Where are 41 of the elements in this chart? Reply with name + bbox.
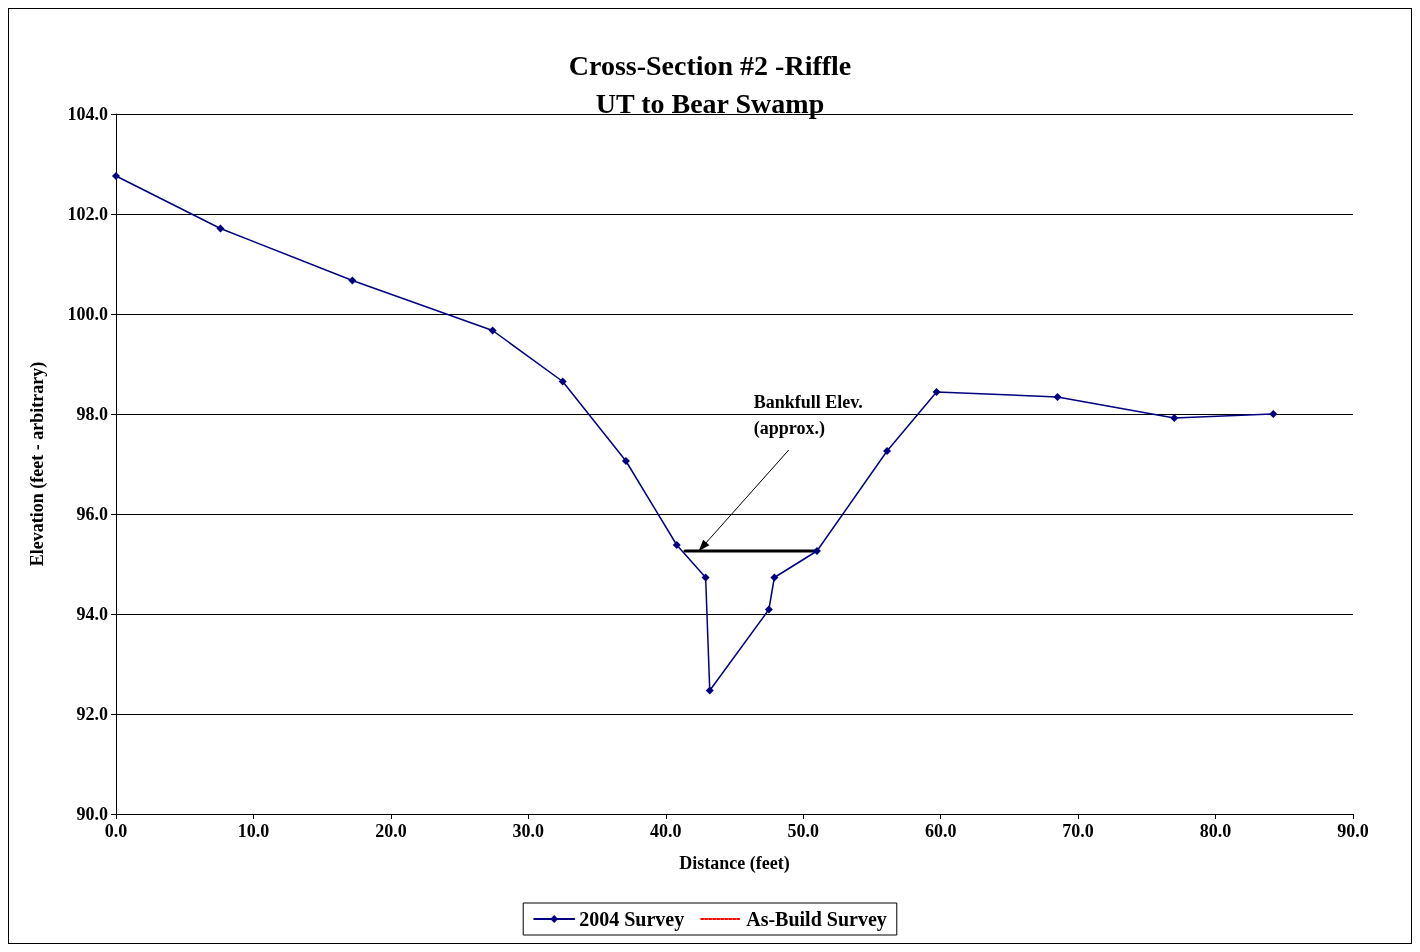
point (1269, 410, 1278, 418)
chart-title: Cross-Section #2 -Riffle UT to Bear Swamp (568, 49, 852, 119)
y-tick-label: 102.0 (67, 204, 108, 224)
x-tick-label: 90.0 (1337, 821, 1369, 841)
x-tick-label: 30.0 (512, 821, 545, 841)
y-tick-label: 94.0 (76, 604, 108, 624)
point (812, 547, 821, 555)
x-tick-label: 80.0 (1199, 821, 1232, 841)
point (770, 573, 779, 582)
x-tick-label: 0.0 (104, 821, 128, 841)
point (932, 388, 941, 396)
point (488, 326, 497, 335)
point (883, 447, 892, 455)
y-tick-label: 90.0 (76, 804, 108, 824)
legend-label: 2004 Survey (579, 908, 685, 931)
annotation: Bankfull Elev. (approx.) (753, 392, 863, 439)
point (621, 457, 630, 465)
x-tick-label: 10.0 (237, 821, 270, 841)
point (672, 541, 681, 549)
point (764, 605, 773, 614)
point (112, 172, 120, 180)
x-tick-label: 20.0 (375, 821, 407, 841)
point (216, 224, 225, 233)
y-tick-label: 96.0 (76, 504, 108, 524)
x-tick-label: 50.0 (787, 821, 819, 841)
x-tick-label: 60.0 (924, 821, 957, 841)
y-tick-label: 92.0 (76, 704, 108, 724)
point (701, 573, 710, 582)
x-axis-title: Distance (feet) (679, 853, 790, 874)
point (1053, 393, 1062, 401)
legend-label: As-Build Survey (746, 908, 887, 931)
y-tick-label: 98.0 (76, 404, 108, 424)
y-tick-label: 100.0 (67, 304, 108, 324)
point (1170, 414, 1179, 422)
y-tick-label: 104.0 (67, 104, 108, 124)
x-tick-label: 40.0 (650, 821, 682, 841)
point (348, 276, 357, 285)
y-axis-title: Elevation (feet - arbitrary) (27, 361, 48, 567)
point (705, 686, 714, 695)
x-tick-label: 70.0 (1062, 821, 1094, 841)
point (558, 377, 567, 386)
